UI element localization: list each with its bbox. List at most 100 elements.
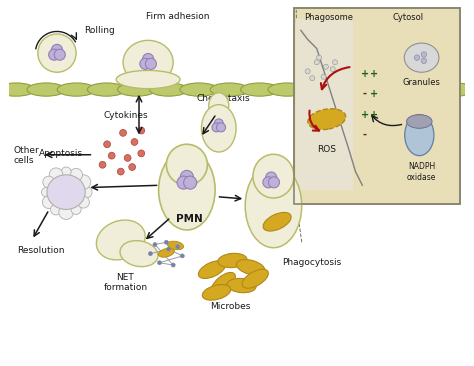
Ellipse shape [87,83,126,96]
Ellipse shape [268,177,280,188]
Ellipse shape [199,261,226,279]
Ellipse shape [164,240,168,244]
Ellipse shape [369,83,408,96]
Ellipse shape [54,49,65,60]
Ellipse shape [158,248,174,257]
Text: Firm adhesion: Firm adhesion [146,12,210,21]
Ellipse shape [167,241,183,250]
Ellipse shape [119,130,127,136]
Text: Chemotaxis: Chemotaxis [197,94,250,103]
Ellipse shape [52,44,63,55]
Text: +: + [370,68,378,79]
Ellipse shape [263,212,291,231]
Ellipse shape [96,220,145,260]
Text: NADPH
oxidase: NADPH oxidase [407,163,436,182]
Ellipse shape [268,83,306,96]
Ellipse shape [209,93,229,118]
Text: PMN: PMN [176,214,202,224]
Ellipse shape [180,171,193,183]
Ellipse shape [78,196,90,208]
Ellipse shape [180,254,184,258]
Ellipse shape [143,53,154,64]
Ellipse shape [153,243,157,247]
Ellipse shape [227,279,256,293]
Ellipse shape [49,49,60,60]
Ellipse shape [421,52,427,57]
Text: Apoptosis: Apoptosis [39,149,83,158]
Ellipse shape [437,83,474,96]
Ellipse shape [237,259,265,275]
Ellipse shape [0,83,35,96]
Ellipse shape [253,154,294,198]
Ellipse shape [332,60,337,65]
Text: NET
formation: NET formation [103,273,147,292]
Text: Cytosol: Cytosol [392,13,423,22]
Ellipse shape [148,251,153,256]
Ellipse shape [176,245,180,249]
Ellipse shape [146,58,156,69]
Ellipse shape [211,272,236,294]
Ellipse shape [404,43,439,72]
Ellipse shape [323,64,328,69]
Ellipse shape [118,83,156,96]
Text: Cytokines: Cytokines [103,111,147,120]
Ellipse shape [403,83,441,96]
Text: -: - [363,89,366,99]
FancyBboxPatch shape [296,19,353,190]
Text: Phagocytosis: Phagocytosis [283,258,342,267]
Text: +: + [370,110,378,120]
Ellipse shape [183,176,197,189]
Ellipse shape [42,187,51,197]
Ellipse shape [49,168,63,182]
Ellipse shape [177,176,190,189]
Ellipse shape [51,204,62,215]
Ellipse shape [71,205,81,214]
Ellipse shape [210,83,248,96]
Ellipse shape [27,83,65,96]
Ellipse shape [59,205,73,220]
Ellipse shape [108,152,115,159]
Text: ROS: ROS [317,145,336,154]
Ellipse shape [76,175,91,189]
Ellipse shape [407,115,432,128]
Ellipse shape [131,139,138,145]
Ellipse shape [265,172,277,183]
Ellipse shape [214,119,223,128]
Text: Microbes: Microbes [210,302,250,311]
Ellipse shape [166,144,208,185]
Ellipse shape [171,263,175,267]
Ellipse shape [47,175,85,209]
Text: +: + [370,89,378,99]
Ellipse shape [42,196,55,209]
Ellipse shape [140,58,151,69]
FancyBboxPatch shape [294,8,460,203]
Ellipse shape [310,76,315,81]
Ellipse shape [405,115,434,156]
Ellipse shape [43,176,55,188]
Text: Resolution: Resolution [18,246,65,255]
Ellipse shape [99,161,106,168]
Ellipse shape [218,253,247,268]
Text: -: - [363,130,366,140]
Ellipse shape [57,83,95,96]
Ellipse shape [124,154,131,161]
Ellipse shape [138,127,145,134]
Ellipse shape [212,123,221,132]
Ellipse shape [180,83,218,96]
Ellipse shape [241,83,279,96]
Text: +: + [361,68,369,79]
Ellipse shape [166,247,171,251]
Ellipse shape [217,123,226,132]
Text: Other
cells: Other cells [14,146,39,165]
Ellipse shape [321,74,326,79]
Text: Granules: Granules [402,78,440,87]
Ellipse shape [118,168,124,175]
Ellipse shape [104,141,110,147]
Ellipse shape [314,60,319,65]
Ellipse shape [330,67,335,72]
Ellipse shape [242,269,268,288]
Ellipse shape [263,177,274,188]
Text: +: + [361,110,369,120]
Ellipse shape [202,285,231,300]
Ellipse shape [201,105,236,152]
